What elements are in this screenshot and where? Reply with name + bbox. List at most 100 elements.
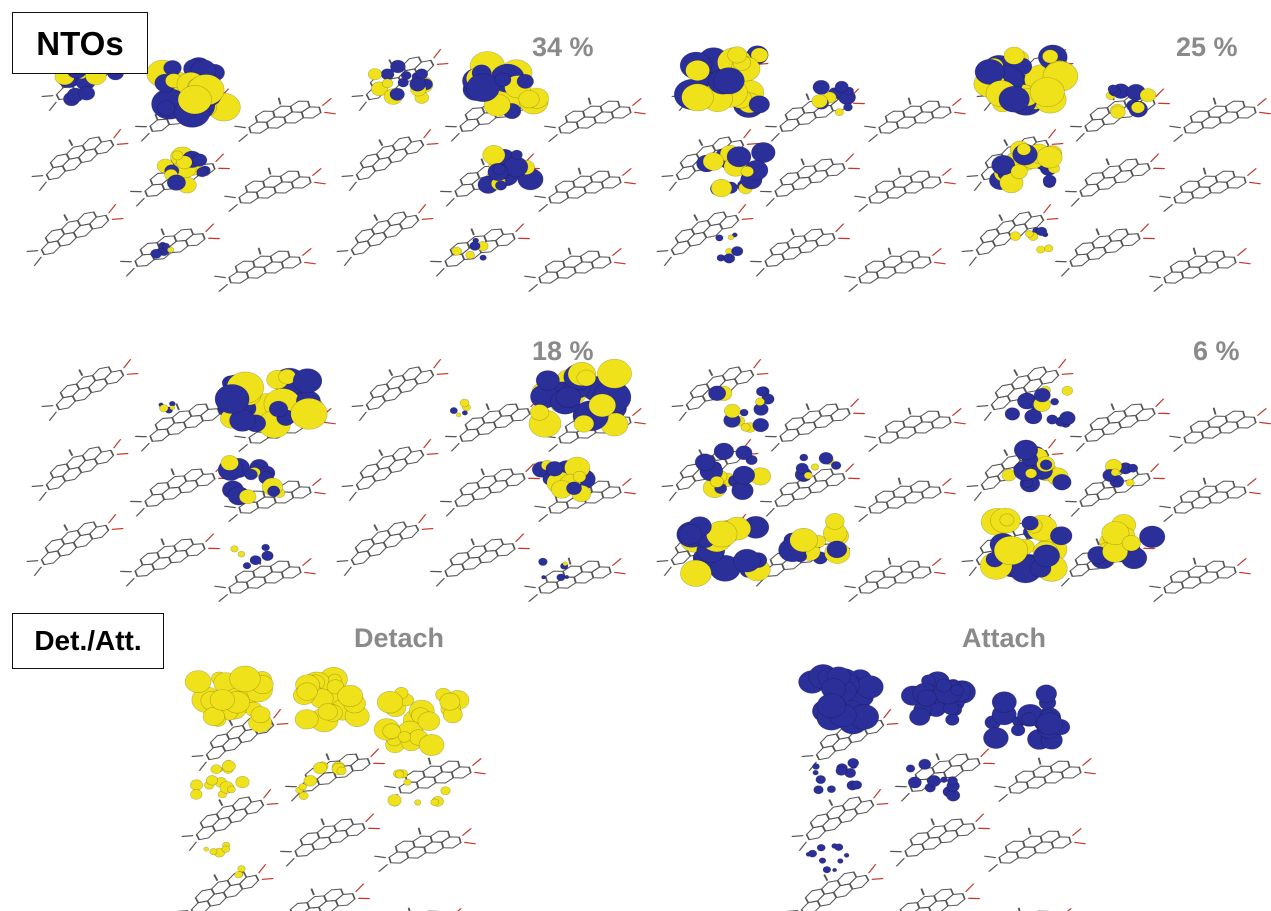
molecule-skeleton bbox=[759, 463, 861, 517]
orbital-lobe bbox=[220, 455, 239, 471]
orbital-lobe bbox=[1049, 526, 1073, 546]
orbital-lobe bbox=[562, 561, 568, 567]
orbital-lobe bbox=[993, 535, 1029, 566]
orbital-lobe bbox=[167, 246, 175, 253]
molecule-skeleton bbox=[1069, 398, 1171, 452]
orbital-lobe bbox=[235, 775, 250, 789]
orbital-lobe bbox=[1035, 684, 1058, 703]
orbital-lobe bbox=[752, 418, 770, 433]
orbital-lobe bbox=[1139, 525, 1166, 548]
orbital-lobe bbox=[214, 384, 250, 414]
orbital-lobe bbox=[724, 403, 741, 419]
orbital-lobe bbox=[740, 422, 751, 432]
molecule-skeleton bbox=[223, 167, 327, 212]
molecule-skeleton bbox=[863, 407, 967, 452]
orbital-lobe bbox=[576, 369, 597, 387]
orbital-lobe bbox=[950, 684, 964, 696]
molecule-skeleton bbox=[26, 514, 124, 576]
orbital-lobe bbox=[1010, 724, 1026, 737]
orbital-lobe bbox=[983, 727, 1009, 749]
orbital-lobe bbox=[1061, 385, 1074, 396]
orbital-lobe bbox=[905, 764, 916, 773]
molecule-skeleton bbox=[863, 97, 967, 142]
orbital-lobe bbox=[918, 758, 932, 770]
molecule-skeleton bbox=[899, 883, 981, 911]
orbital-lobe bbox=[847, 757, 860, 768]
orbital-lobe bbox=[196, 167, 209, 178]
orbital-lobe bbox=[159, 404, 169, 413]
orbital-lobe bbox=[818, 857, 827, 864]
orbital-lobe bbox=[430, 798, 440, 806]
orbital-lobe bbox=[1110, 468, 1120, 477]
molecule-skeleton bbox=[129, 463, 231, 517]
orbital-lobe bbox=[494, 72, 512, 87]
orbital-lobe bbox=[184, 670, 212, 693]
orbital-lobe bbox=[685, 59, 710, 81]
orbital-lobe bbox=[1016, 143, 1032, 156]
molecule-skeleton bbox=[671, 359, 769, 421]
orbital-lobe bbox=[389, 87, 405, 101]
orbital-lobe bbox=[713, 442, 735, 461]
orbital-lobe bbox=[190, 789, 203, 800]
orbital-lobe bbox=[812, 769, 819, 776]
orbital-lobe bbox=[414, 799, 422, 806]
orbital-lobe bbox=[261, 543, 270, 552]
orbital-lobe bbox=[451, 246, 463, 256]
orbital-lobe bbox=[249, 555, 262, 566]
orbital-lobe bbox=[974, 59, 1005, 85]
ntos-label: NTOs bbox=[12, 12, 148, 74]
molecule-skeleton bbox=[26, 204, 124, 266]
orbital-lobe bbox=[991, 691, 1017, 713]
orbital-lobe bbox=[998, 85, 1030, 113]
orbital-lobe bbox=[678, 523, 703, 545]
orbital-lobe bbox=[400, 70, 412, 81]
orbital-lobe bbox=[710, 179, 733, 198]
orbital-lobe bbox=[750, 47, 769, 63]
orbital-lobe bbox=[303, 775, 317, 787]
orbital-lobe bbox=[1101, 521, 1130, 546]
orbital-lobe bbox=[465, 250, 475, 260]
orbital-lobe bbox=[812, 763, 820, 770]
panel-weight-18: 18 % bbox=[532, 336, 594, 366]
molecule-skeleton bbox=[1168, 407, 1271, 452]
orbital-lobe bbox=[209, 848, 218, 856]
orbital-lobe bbox=[807, 849, 818, 858]
orbital-lobe bbox=[203, 846, 210, 852]
orbital-lobe bbox=[573, 414, 595, 433]
orbital-lobe bbox=[1025, 468, 1038, 479]
orbital-lobe bbox=[816, 693, 847, 719]
orbital-lobe bbox=[710, 475, 724, 488]
orbital-lobe bbox=[1110, 105, 1126, 119]
orbital-lobe bbox=[206, 775, 219, 786]
molecule-skeleton bbox=[894, 748, 996, 802]
orbital-lobe bbox=[803, 471, 813, 480]
molecule-skeleton bbox=[213, 247, 317, 292]
orbital-lobe bbox=[815, 775, 826, 785]
orbital-lobe bbox=[816, 843, 826, 852]
orbital-lobe bbox=[161, 242, 170, 250]
orbital-lobe bbox=[230, 545, 239, 553]
molecule-skeleton bbox=[983, 827, 1087, 872]
molecule-skeleton bbox=[279, 813, 381, 867]
orbital-lobe bbox=[250, 706, 271, 724]
orbital-lobe bbox=[466, 73, 500, 103]
orbital-lobe bbox=[588, 393, 617, 418]
orbital-lobe bbox=[459, 398, 470, 408]
orbital-lobe bbox=[834, 108, 844, 116]
orbital-lobe bbox=[1139, 88, 1157, 103]
orbital-lobe bbox=[382, 723, 401, 740]
orbital-lobe bbox=[755, 397, 765, 406]
orbital-lobe bbox=[239, 489, 257, 505]
orbital-lobe bbox=[298, 783, 307, 791]
orbital-lobe bbox=[210, 764, 222, 775]
orbital-lobe bbox=[337, 684, 364, 707]
orbital-lobe bbox=[313, 762, 328, 775]
orbital-lobe bbox=[733, 548, 761, 573]
orbital-lobe bbox=[856, 675, 884, 699]
attach-label: Attach bbox=[962, 623, 1047, 653]
orbital-lobe bbox=[811, 94, 828, 109]
orbital-lobe bbox=[1004, 407, 1021, 421]
orbital-lobe bbox=[394, 770, 405, 779]
orbital-lobe bbox=[935, 678, 952, 693]
